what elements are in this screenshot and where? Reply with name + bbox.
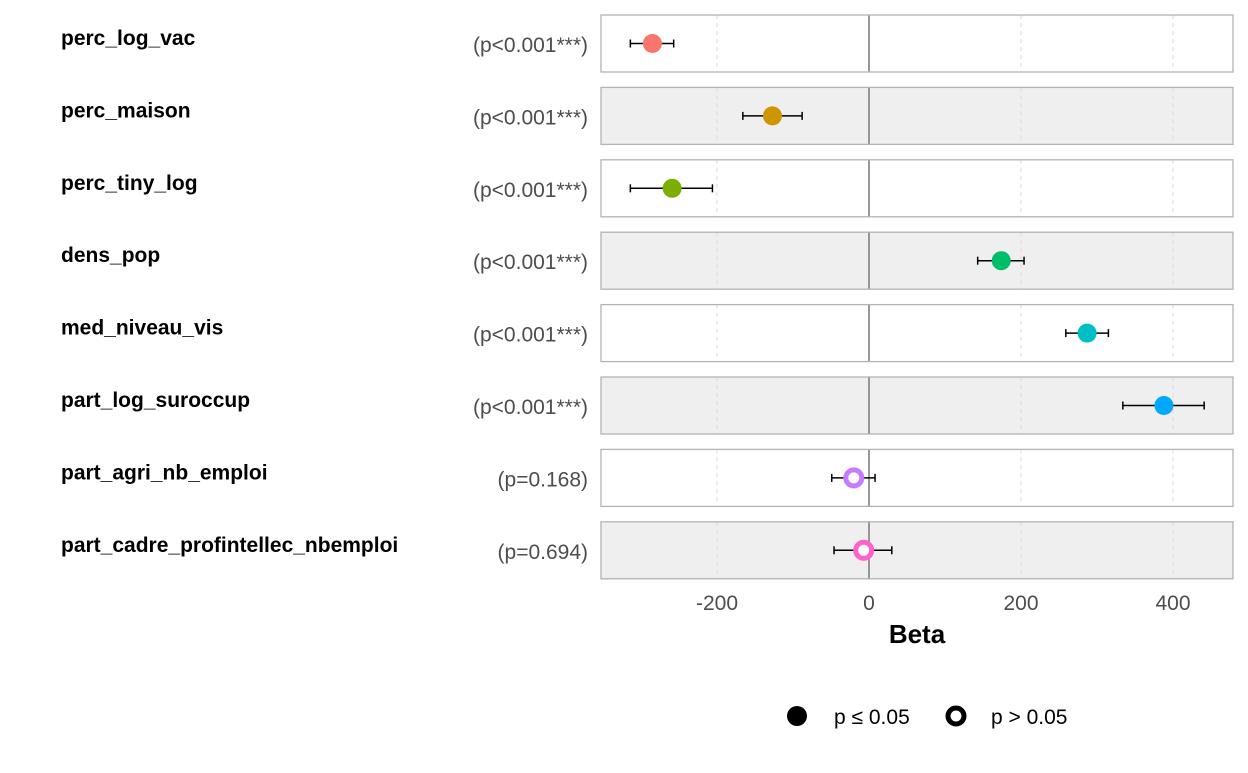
x-tick-label: 200 [1003, 592, 1038, 615]
estimate-point [991, 251, 1011, 271]
estimate-point-hollow [853, 539, 875, 561]
row-panel-border [600, 86, 1234, 146]
pvalue-label: (p=0.694) [498, 541, 588, 564]
variable-label: perc_maison [61, 99, 191, 122]
row-panel [601, 521, 1233, 579]
variable-label: part_log_suroccup [61, 389, 250, 412]
row-panel [601, 232, 1233, 290]
pvalue-label: (p<0.001***) [473, 106, 588, 129]
row-panel-border [600, 14, 1234, 73]
pvalue-label: (p<0.001***) [473, 251, 588, 274]
estimate-point [642, 34, 662, 53]
row-panel-border [600, 521, 1234, 580]
x-tick-label: 400 [1155, 592, 1190, 615]
x-axis-label: Beta [889, 619, 946, 649]
variable-label: med_niveau_vis [61, 317, 223, 340]
legend-hollow-circle [945, 705, 967, 727]
estimate-point-hollow [843, 467, 865, 489]
pvalue-label: (p=0.168) [498, 468, 588, 491]
pvalue-label: (p<0.001***) [473, 34, 588, 57]
row-panel-border [600, 376, 1234, 435]
row-panel-border [600, 231, 1234, 290]
row-panel-border [600, 448, 1234, 508]
pvalue-label: (p<0.001***) [473, 324, 588, 347]
row-panel [601, 304, 1233, 362]
row-panel-border [600, 303, 1234, 363]
variable-label: part_agri_nb_emploi [61, 461, 268, 484]
row-panel [601, 449, 1233, 507]
variable-label: perc_log_vac [61, 27, 196, 50]
legend-filled-circle [787, 706, 807, 726]
x-tick-label: -200 [696, 592, 738, 615]
row-panel [601, 87, 1233, 145]
row-panel-border [600, 159, 1234, 218]
estimate-point [662, 178, 682, 198]
legend-label-significant: p ≤ 0.05 [834, 706, 910, 729]
estimate-point [762, 106, 782, 126]
estimate-point [1077, 323, 1097, 343]
pvalue-label: (p<0.001***) [473, 396, 588, 419]
x-tick-label: 0 [863, 592, 875, 615]
variable-label: dens_pop [61, 244, 160, 267]
estimate-point [1154, 396, 1174, 415]
legend-label-nonsignificant: p > 0.05 [991, 706, 1067, 729]
row-panel [601, 15, 1233, 72]
pvalue-label: (p<0.001***) [473, 179, 588, 202]
variable-label: perc_tiny_log [61, 172, 198, 195]
variable-label: part_cadre_profintellec_nbemploi [61, 534, 398, 557]
